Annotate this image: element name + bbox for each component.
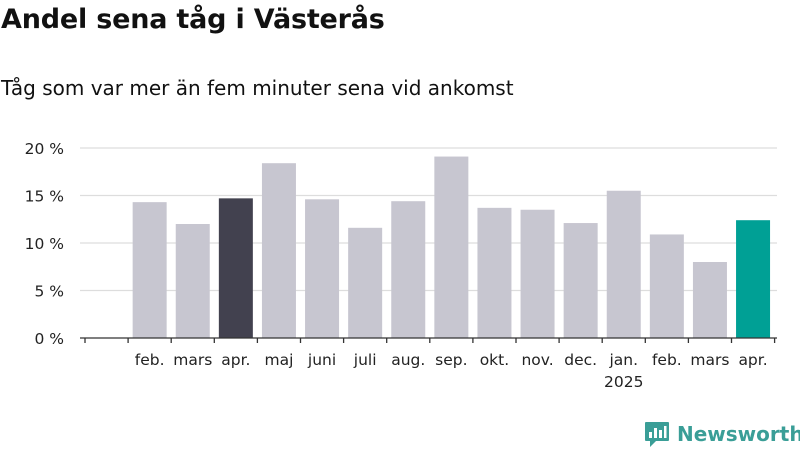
x-tick-label: sep. (435, 351, 467, 369)
bar (348, 227, 383, 338)
y-tick-label: 0 % (34, 330, 64, 348)
x-tick-label: feb. (135, 351, 165, 369)
bar (520, 209, 555, 338)
x-tick-label: okt. (480, 351, 509, 369)
x-tick-label: apr. (221, 351, 250, 369)
x-tick-label: nov. (521, 351, 553, 369)
brand-name: Newsworthy (677, 422, 800, 446)
x-tick-label: apr. (738, 351, 767, 369)
x-tick-label: dec. (564, 351, 597, 369)
y-tick-label: 20 % (25, 140, 64, 158)
x-tick-label: feb. (652, 351, 682, 369)
x-tick-label: mars (173, 351, 212, 369)
y-tick-label: 10 % (25, 235, 64, 253)
x-year-label: 2025 (604, 373, 643, 391)
x-tick-label: maj (264, 351, 293, 369)
bar (132, 202, 167, 338)
chart-subtitle: Tåg som var mer än fem minuter sena vid … (1, 76, 514, 100)
bar (649, 234, 684, 338)
bar (692, 262, 727, 338)
bar (261, 163, 296, 338)
bar (563, 223, 598, 338)
x-tick-label: aug. (391, 351, 425, 369)
bar (606, 190, 641, 338)
bar (477, 207, 512, 338)
x-tick-label: juni (307, 351, 336, 369)
bar (434, 156, 469, 338)
newsworthy-icon (645, 422, 669, 447)
newsworthy-logo: Newsworthy (644, 420, 800, 448)
bar (736, 220, 771, 338)
bar (305, 199, 340, 338)
bar (175, 224, 210, 338)
y-tick-label: 5 % (34, 283, 64, 301)
bar (391, 201, 426, 338)
bar (218, 198, 253, 338)
x-tick-label: juli (353, 351, 377, 369)
x-tick-label: jan. (608, 351, 638, 369)
x-tick-label: mars (690, 351, 729, 369)
chart-title: Andel sena tåg i Västerås (1, 4, 385, 35)
y-tick-label: 15 % (25, 188, 64, 206)
